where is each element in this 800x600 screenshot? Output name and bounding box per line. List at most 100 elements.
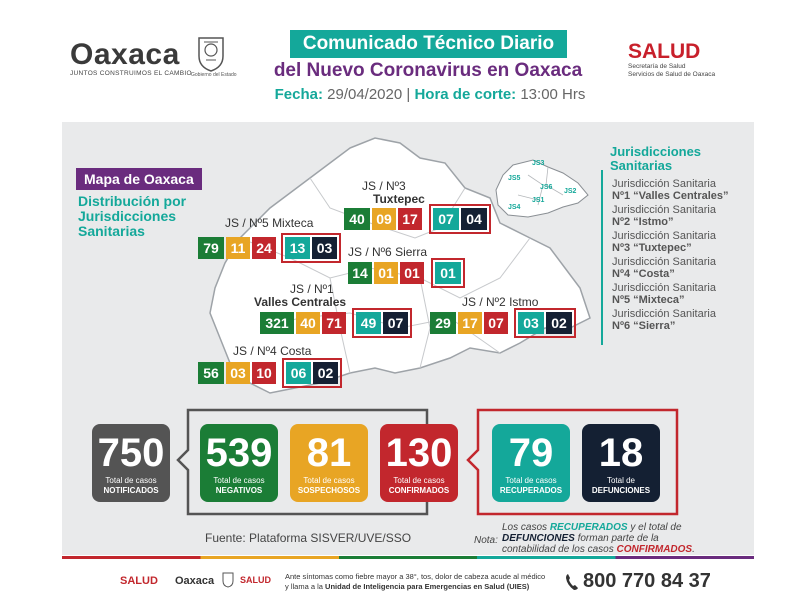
tuxtepec-sospechosos: 09 [372, 208, 396, 230]
bracket-red [466, 408, 679, 516]
salud-sub2: Servicios de Salud de Oaxaca [628, 71, 716, 78]
nota-confirmados: CONFIRMADOS [616, 544, 693, 555]
sierra-negativos: 14 [348, 262, 372, 284]
total-confirmados: 130 Total de casos CONFIRMADOS [380, 424, 458, 502]
costa-recuperados: 06 [286, 362, 311, 384]
oaxaca-tagline: JUNTOS CONSTRUIMOS EL CAMBIO [70, 70, 192, 77]
jur-item-2: Jurisdicción Sanitaria Nº2 “Istmo” [612, 204, 762, 228]
tuxtepec-negativos: 40 [344, 208, 370, 230]
hora-value: 13:00 Hrs [520, 86, 586, 103]
footer-text2a: y llama a la [285, 582, 326, 591]
map-label: Mapa de Oaxaca [76, 168, 202, 190]
jur-item-line2: Nº3 “Tuxtepec” [612, 242, 692, 254]
salud-sub1: Secretaría de Salud [628, 63, 686, 70]
costa-outline [282, 358, 342, 388]
jur-bracket [601, 170, 603, 345]
jur-item-line2: Nº4 “Costa” [612, 268, 675, 280]
mixteca-sospechosos: 11 [226, 237, 250, 259]
footer-text1: Ante síntomas como fiebre mayor a 38°, t… [285, 572, 546, 581]
tuxtepec-outline [429, 204, 491, 234]
mixteca-negativos: 79 [198, 237, 224, 259]
total-defunciones: 18 Total de DEFUNCIONES [582, 424, 660, 502]
valles-sospechosos: 40 [296, 312, 320, 334]
recuperados-line2: RECUPERADOS [499, 486, 563, 495]
mixteca-label: JS / Nº5 Mixteca [225, 216, 313, 230]
footer-text2b: Unidad de Inteligencia para Emergencias … [325, 582, 530, 591]
inset-js6: JS6 [540, 184, 553, 191]
jur-title: Jurisdicciones Sanitarias [610, 145, 720, 173]
valles-negativos: 321 [260, 312, 294, 334]
footer-salud-small: SALUD [240, 575, 271, 585]
page-title: Comunicado Técnico Diario [290, 30, 567, 58]
notificados-value: 750 [97, 431, 165, 475]
nota-p2: y el total de [627, 522, 682, 533]
valles-outline [352, 308, 412, 338]
coat-of-arms-icon [198, 37, 224, 72]
inset-map [495, 159, 589, 218]
negativos-line2: NEGATIVOS [215, 486, 263, 495]
notificados-line1: Total de casos [105, 476, 157, 485]
tuxtepec-label-1: JS / Nº3 [362, 179, 406, 193]
valles-confirmados: 71 [322, 312, 346, 334]
nota-text: Los casos RECUPERADOS y el total de DEFU… [502, 522, 712, 555]
sierra-label: JS / Nº6 Sierra [348, 245, 428, 259]
total-sospechosos: 81 Total de casos SOSPECHOSOS [290, 424, 368, 502]
defunciones-line2: DEFUNCIONES [591, 486, 651, 495]
tuxtepec-defunciones: 04 [461, 208, 487, 230]
nota-p4: . [692, 544, 695, 555]
inset-js5: JS5 [508, 175, 521, 182]
tuxtepec-label-2: Tuxtepec [373, 192, 425, 206]
sierra-confirmados: 01 [400, 262, 424, 284]
jur-title-1: Jurisdicciones [610, 144, 702, 159]
jur-item-line1: Jurisdicción Sanitaria [612, 230, 716, 242]
jur-item-line2: Nº1 “Valles Centrales” [612, 190, 729, 202]
total-recuperados: 79 Total de casos RECUPERADOS [492, 424, 570, 502]
fuente: Fuente: Plataforma SISVER/UVE/SSO [205, 531, 412, 545]
istmo-recuperados: 03 [518, 312, 544, 334]
costa-defunciones: 02 [313, 362, 338, 384]
total-negativos: 539 Total de casos NEGATIVOS [200, 424, 278, 502]
jur-title-2: Sanitarias [610, 158, 673, 173]
mixteca-label-text: JS / Nº5 Mixteca [225, 216, 314, 230]
jur-item-6: Jurisdicción Sanitaria Nº6 “Sierra” [612, 308, 762, 332]
jur-item-line2: Nº5 “Mixteca” [612, 294, 685, 306]
phone-number[interactable]: 800 770 84 37 [583, 570, 711, 592]
total-notificados: 750 Total de casos NOTIFICADOS [92, 424, 170, 502]
mixteca-confirmados: 24 [252, 237, 276, 259]
istmo-sospechosos: 17 [458, 312, 482, 334]
inset-js2: JS2 [564, 188, 577, 195]
notificados-line2: NOTIFICADOS [103, 486, 159, 495]
jur-item-5: Jurisdicción Sanitaria Nº5 “Mixteca” [612, 282, 762, 306]
nota-defunciones: DEFUNCIONES [502, 533, 575, 544]
istmo-defunciones: 02 [546, 312, 572, 334]
footer-text: Ante síntomas como fiebre mayor a 38°, t… [285, 572, 555, 592]
sospechosos-line2: SOSPECHOSOS [297, 486, 361, 495]
sierra-recuperados: 01 [435, 262, 461, 284]
tuxtepec-recuperados: 07 [433, 208, 459, 230]
footer-salud-logo: SALUD [120, 575, 158, 587]
defunciones-value: 18 [598, 431, 644, 475]
confirmados-line2: CONFIRMADOS [388, 486, 450, 495]
mixteca-outline [281, 233, 341, 263]
mixteca-defunciones: 03 [312, 237, 337, 259]
costa-confirmados: 10 [252, 362, 276, 384]
oaxaca-logo: Oaxaca [70, 38, 180, 71]
inset-js3: JS3 [532, 160, 545, 167]
defunciones-line1: Total de [606, 476, 636, 485]
jur-item-4: Jurisdicción Sanitaria Nº4 “Costa” [612, 256, 762, 280]
jur-item-3: Jurisdicción Sanitaria Nº3 “Tuxtepec” [612, 230, 762, 254]
valles-label-2: Valles Centrales [254, 295, 347, 309]
phone-icon [566, 574, 578, 590]
sierra-sospechosos: 01 [374, 262, 398, 284]
valles-defunciones: 07 [383, 312, 408, 334]
gobierno-label: Gobierno del Estado [191, 72, 237, 78]
sierra-outline [431, 258, 465, 288]
fecha-value: 29/04/2020 [327, 86, 403, 103]
hora-label: Hora de corte: [414, 86, 517, 103]
confirmados-value: 130 [385, 431, 453, 475]
footer-oaxaca-logo: Oaxaca [175, 575, 215, 587]
recuperados-value: 79 [508, 431, 554, 475]
jur-item-1: Jurisdicción Sanitaria Nº1 “Valles Centra… [612, 178, 762, 202]
fecha-label: Fecha: [274, 86, 323, 103]
costa-label: JS / Nº4 Costa [233, 344, 312, 358]
